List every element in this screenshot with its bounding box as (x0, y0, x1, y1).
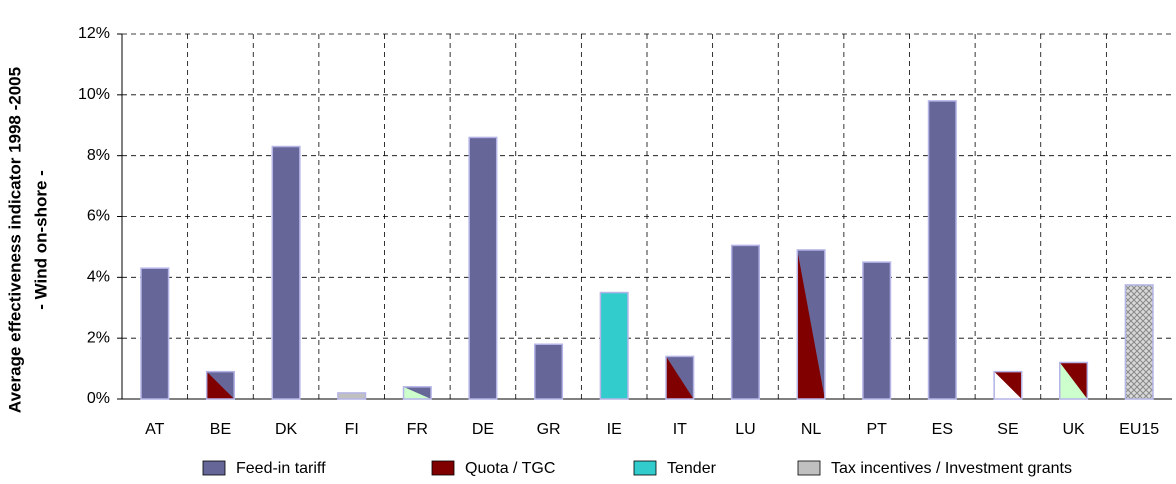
x-tick-label: IE (607, 421, 622, 438)
bar-outline (599, 291, 629, 400)
bar-split (1059, 362, 1088, 399)
y-tick-label: 4% (87, 269, 110, 286)
bar (141, 268, 169, 399)
bar-split (403, 386, 432, 399)
x-tick-label: DE (472, 421, 494, 438)
bar (928, 100, 957, 400)
x-tick-label: LU (735, 421, 755, 438)
bar-outline (468, 136, 498, 400)
bar (862, 262, 891, 399)
y-tick-label: 10% (78, 86, 110, 103)
y-tick-label: 12% (78, 25, 110, 42)
y-tick-label: 8% (87, 147, 110, 164)
bar (600, 292, 628, 399)
bar (534, 344, 563, 399)
legend-swatch (431, 460, 455, 476)
x-tick-label: PT (866, 421, 887, 438)
legend-label: Feed-in tariff (236, 460, 326, 477)
y-axis-label: Average effectiveness indicator 1998 -20… (5, 67, 24, 413)
x-tick-label: FI (345, 421, 359, 438)
bar (1125, 284, 1153, 399)
bar-outline (140, 267, 170, 400)
bar-outline (534, 343, 564, 400)
bar (337, 392, 366, 399)
x-tick-label: UK (1062, 421, 1085, 438)
x-tick-label: EU15 (1119, 421, 1159, 438)
bar-outline (1124, 284, 1154, 400)
legend-label: Tender (667, 460, 717, 477)
x-tick-label: GR (537, 421, 561, 438)
bar (469, 137, 497, 399)
y-tick-label: 6% (87, 208, 110, 225)
legend-swatch (202, 460, 226, 476)
x-tick-label: NL (801, 421, 822, 438)
y-axis-label: - Wind on-shore - (31, 170, 50, 310)
bar-outline (402, 386, 432, 400)
bar-outline (1059, 361, 1089, 400)
bar-outline (796, 249, 826, 400)
legend-swatch (633, 460, 657, 476)
x-tick-label: ES (932, 421, 953, 438)
bar (731, 245, 760, 399)
bar-outline (927, 100, 957, 400)
bar-split (994, 371, 1022, 399)
x-tick-label: FR (407, 421, 428, 438)
x-tick-label: BE (210, 421, 231, 438)
bar-outline (337, 392, 367, 400)
bar-outline (862, 261, 892, 400)
y-tick-label: 0% (87, 390, 110, 407)
legend-label: Tax incentives / Investment grants (831, 460, 1072, 477)
bar-split (797, 249, 825, 399)
legend-label: Quota / TGC (465, 460, 555, 477)
bar-outline (665, 355, 695, 400)
bar-outline (993, 370, 1023, 400)
bar-outline (205, 370, 235, 400)
bar-outline (730, 244, 760, 400)
bar-split (206, 371, 235, 399)
x-tick-label: DK (275, 421, 298, 438)
bar (272, 146, 300, 399)
y-tick-label: 2% (87, 329, 110, 346)
x-tick-label: AT (145, 421, 164, 438)
bar-outline (271, 145, 301, 400)
x-tick-label: SE (997, 421, 1018, 438)
bar-split (666, 356, 694, 399)
legend-swatch (797, 460, 821, 476)
x-tick-label: IT (673, 421, 687, 438)
